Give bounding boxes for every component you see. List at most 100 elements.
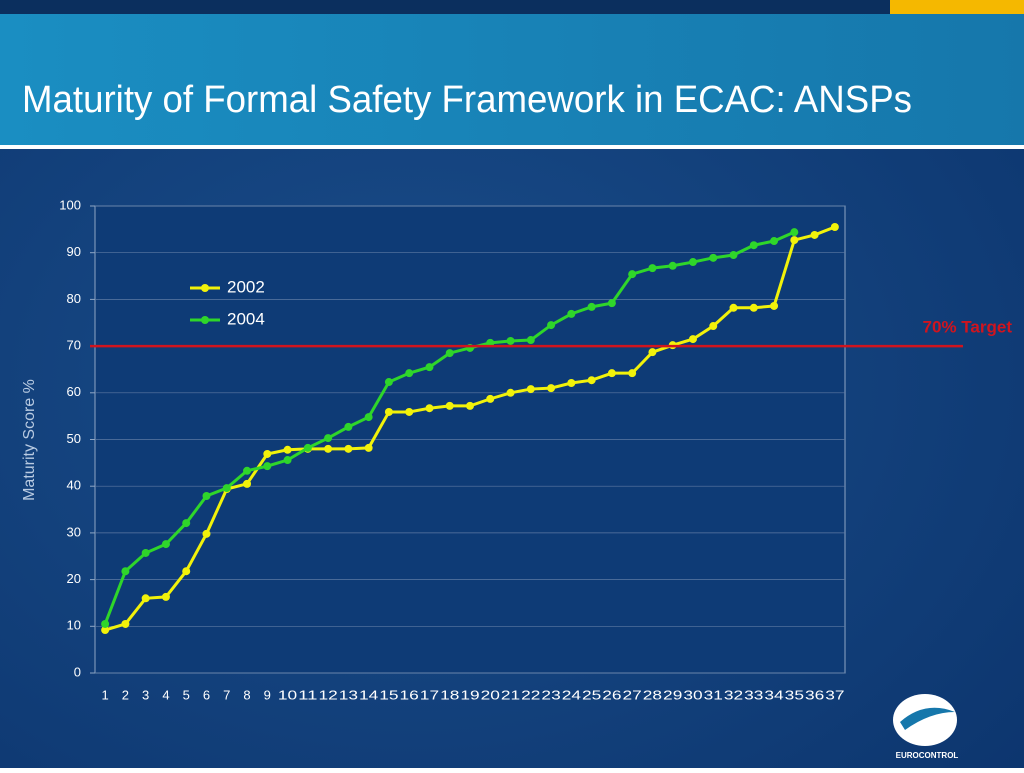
y-tick-label: 0 xyxy=(74,664,81,679)
data-point xyxy=(445,349,454,358)
y-tick-label: 40 xyxy=(67,478,81,493)
x-tick-label: 2 xyxy=(122,687,129,702)
x-tick-label: 30 xyxy=(683,687,702,702)
data-point xyxy=(283,456,292,465)
y-tick-label: 70 xyxy=(67,338,81,353)
y-tick-label: 60 xyxy=(67,384,81,399)
x-tick-label: 12 xyxy=(318,687,337,702)
data-point xyxy=(567,309,576,318)
data-point xyxy=(445,401,454,410)
data-point xyxy=(466,401,474,410)
data-point xyxy=(688,335,697,344)
x-tick-label: 6 xyxy=(203,687,210,702)
x-tick-label: 13 xyxy=(339,687,358,702)
x-tick-label: 33 xyxy=(744,687,763,702)
data-point xyxy=(668,261,677,270)
data-point xyxy=(648,348,657,357)
x-tick-label: 25 xyxy=(582,687,601,702)
data-point xyxy=(101,626,110,635)
data-point xyxy=(384,378,393,387)
x-tick-label: 34 xyxy=(764,687,783,702)
x-tick-label: 7 xyxy=(223,687,230,702)
legend-label: 2004 xyxy=(227,309,265,328)
data-point xyxy=(526,336,535,345)
data-point xyxy=(243,479,252,488)
data-point xyxy=(729,251,738,260)
logo: EUROCONTROL xyxy=(893,694,958,760)
data-point xyxy=(121,567,130,576)
data-point xyxy=(425,404,434,413)
data-point xyxy=(324,444,333,453)
data-point xyxy=(222,484,231,493)
logo-mark xyxy=(893,694,957,746)
data-point xyxy=(810,230,819,239)
data-point xyxy=(101,619,110,628)
data-point xyxy=(607,369,616,378)
x-tick-label: 21 xyxy=(501,687,520,702)
title-band xyxy=(0,14,1024,145)
data-point xyxy=(648,264,657,273)
data-point xyxy=(506,336,515,345)
data-point xyxy=(547,321,556,330)
data-point xyxy=(587,376,596,385)
x-tick-label: 15 xyxy=(379,687,398,702)
data-point xyxy=(344,444,353,453)
data-point xyxy=(405,369,414,378)
data-point xyxy=(141,594,150,603)
x-tick-label: 20 xyxy=(481,687,500,702)
data-point xyxy=(547,384,556,393)
legend-marker xyxy=(201,284,209,292)
data-point xyxy=(182,567,191,576)
data-point xyxy=(364,443,373,452)
data-point xyxy=(263,449,272,458)
data-point xyxy=(243,466,252,475)
data-point xyxy=(263,462,272,471)
x-tick-label: 4 xyxy=(162,687,169,702)
data-point xyxy=(770,301,779,310)
x-tick-label: 19 xyxy=(460,687,479,702)
x-tick-label: 11 xyxy=(298,687,317,702)
x-tick-label: 26 xyxy=(602,687,621,702)
data-point xyxy=(405,407,414,416)
data-point xyxy=(587,302,596,311)
data-point xyxy=(688,258,697,267)
top-bar xyxy=(0,0,1024,14)
data-point xyxy=(607,299,616,308)
data-point xyxy=(830,223,839,232)
data-point xyxy=(486,338,495,347)
x-tick-label: 10 xyxy=(278,687,297,702)
x-tick-label: 3 xyxy=(142,687,149,702)
data-point xyxy=(202,492,211,501)
data-point xyxy=(182,519,191,528)
data-point xyxy=(506,388,515,397)
data-point xyxy=(486,394,495,403)
top-accent xyxy=(890,0,1024,14)
x-tick-label: 18 xyxy=(440,687,459,702)
x-tick-label: 27 xyxy=(623,687,642,702)
y-axis-label: Maturity Score % xyxy=(21,379,38,501)
data-point xyxy=(709,253,718,262)
data-point xyxy=(344,422,353,431)
x-tick-label: 5 xyxy=(183,687,190,702)
legend-marker xyxy=(201,316,209,324)
y-tick-label: 100 xyxy=(59,197,81,212)
data-point xyxy=(526,385,535,394)
data-point xyxy=(628,369,637,378)
data-point xyxy=(749,303,758,312)
y-tick-label: 10 xyxy=(67,618,81,633)
y-tick-label: 80 xyxy=(67,291,81,306)
y-tick-label: 50 xyxy=(67,431,81,446)
logo-swoosh xyxy=(900,707,955,730)
x-tick-label: 24 xyxy=(562,687,581,702)
data-point xyxy=(324,434,333,443)
x-tick-label: 9 xyxy=(264,687,271,702)
title-rule xyxy=(0,145,1024,149)
logo-text: EUROCONTROL xyxy=(896,751,959,760)
data-point xyxy=(729,303,738,312)
data-point xyxy=(121,619,130,628)
data-point xyxy=(384,407,393,416)
x-tick-label: 35 xyxy=(785,687,804,702)
x-tick-label: 36 xyxy=(805,687,824,702)
x-tick-label: 14 xyxy=(359,687,378,702)
data-point xyxy=(425,363,434,372)
